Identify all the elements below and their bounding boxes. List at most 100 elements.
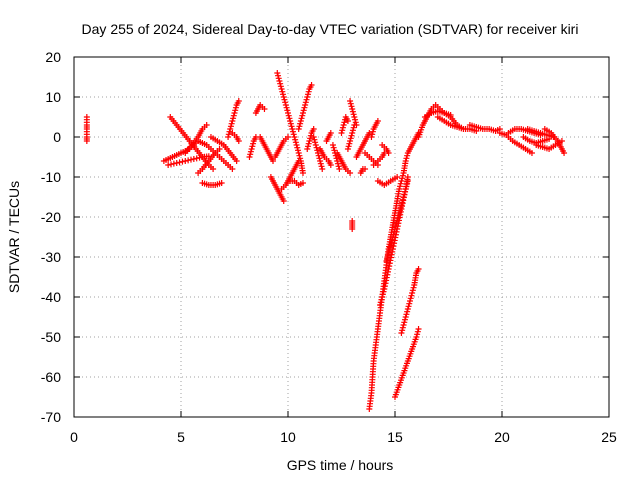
data-point — [334, 160, 341, 167]
data-point — [311, 136, 318, 143]
data-point — [409, 287, 416, 294]
data-point — [378, 296, 385, 303]
data-point — [384, 255, 391, 262]
data-point — [415, 266, 422, 272]
data-point — [330, 144, 337, 151]
data-point — [399, 199, 406, 206]
data-point — [302, 102, 309, 108]
data-point — [550, 134, 557, 140]
data-point — [399, 196, 406, 203]
y-tick-labels: 20 10 0 -10 -20 -30 -40 -50 -60 -70 — [41, 49, 61, 425]
data-point — [394, 218, 401, 224]
data-point — [402, 158, 409, 164]
data-point — [384, 271, 391, 278]
data-point — [176, 159, 183, 166]
data-point — [389, 236, 396, 243]
data-point — [349, 226, 356, 232]
data-point — [246, 154, 253, 160]
data-point — [386, 263, 393, 270]
y-tick-label: -70 — [41, 409, 61, 425]
x-tick-label: 25 — [601, 429, 617, 445]
data-point — [398, 202, 405, 208]
data-point — [285, 134, 291, 140]
data-point — [318, 163, 325, 170]
data-point — [290, 131, 297, 138]
data-point — [396, 186, 403, 192]
data-point — [317, 160, 324, 167]
y-tick-label: -50 — [41, 329, 61, 345]
data-point — [306, 138, 313, 144]
y-tick-label: 10 — [45, 89, 61, 105]
data-point — [402, 186, 409, 192]
data-point — [292, 139, 299, 146]
data-point — [303, 96, 310, 103]
data-point — [399, 324, 406, 331]
data-point — [296, 152, 303, 159]
data-point — [287, 120, 294, 127]
data-point — [385, 250, 392, 256]
data-point — [218, 180, 225, 186]
data-point — [216, 146, 223, 152]
x-tick-label: 10 — [280, 429, 296, 445]
data-point — [285, 112, 292, 119]
data-point — [299, 112, 306, 119]
data-point — [179, 158, 186, 165]
data-point — [395, 212, 402, 219]
data-point — [408, 292, 415, 299]
data-point — [338, 130, 345, 136]
data-point — [281, 96, 288, 103]
grid — [74, 57, 609, 417]
data-point — [230, 115, 237, 122]
data-point — [299, 110, 306, 116]
data-point — [304, 94, 311, 100]
data-point — [401, 316, 408, 323]
data-point — [447, 112, 454, 118]
data-point — [382, 280, 389, 287]
data-point — [403, 155, 410, 162]
data-point — [379, 291, 386, 298]
data-point — [339, 124, 346, 131]
data-point — [331, 147, 338, 154]
data-point — [379, 294, 386, 300]
data-point — [168, 161, 175, 168]
data-point — [289, 128, 296, 135]
data-point — [374, 118, 381, 124]
data-point — [406, 298, 413, 304]
data-point — [280, 94, 287, 100]
data-point — [397, 180, 404, 187]
data-point — [308, 82, 315, 88]
x-tick-label: 20 — [494, 429, 510, 445]
data-point — [386, 247, 393, 254]
y-tick-label: -60 — [41, 369, 61, 385]
data-point — [297, 118, 304, 124]
data-point — [336, 166, 343, 172]
x-tick-label: 0 — [70, 429, 78, 445]
data-point — [347, 98, 354, 104]
data-point — [401, 188, 408, 195]
data-point — [291, 134, 298, 140]
data-point — [210, 166, 217, 172]
data-point — [406, 300, 413, 307]
data-point — [295, 126, 302, 132]
data-point — [275, 72, 282, 79]
data-point — [247, 148, 254, 155]
y-tick-label: -40 — [41, 289, 61, 305]
data-point — [381, 286, 388, 292]
data-point — [282, 102, 289, 108]
data-point — [407, 295, 414, 302]
data-point — [344, 146, 351, 152]
data-point — [307, 132, 314, 139]
data-point — [386, 260, 393, 267]
data-point — [276, 78, 283, 84]
data-point — [170, 160, 177, 167]
data-point — [348, 103, 355, 110]
data-point — [302, 99, 309, 106]
data-point — [339, 127, 346, 134]
data-point — [460, 126, 467, 132]
data-point — [349, 108, 356, 115]
chart-title: Day 255 of 2024, Sidereal Day-to-day VTE… — [82, 21, 579, 37]
data-point — [377, 302, 384, 308]
data-point — [392, 223, 399, 230]
data-point — [229, 118, 236, 124]
